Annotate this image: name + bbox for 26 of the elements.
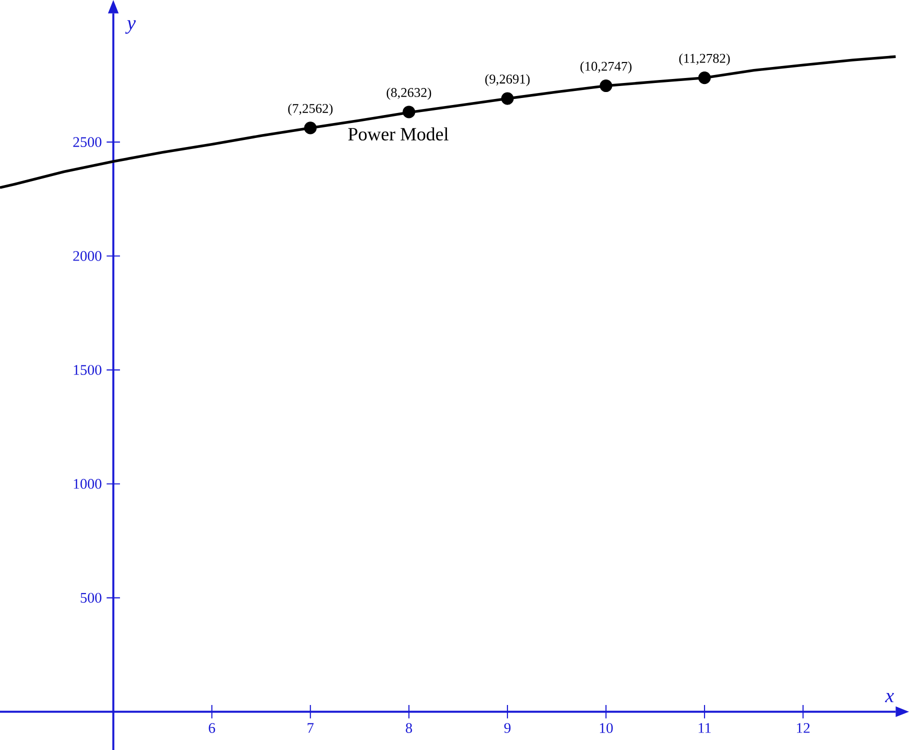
point: [600, 80, 612, 92]
line-series: [0, 55, 898, 189]
x-tick-label: 6: [208, 723, 216, 733]
x-tick-label: 11: [698, 723, 711, 733]
y-axis-title: y: [125, 20, 136, 34]
y-tick-label: 2500: [73, 137, 102, 148]
x-axis-title: x: [884, 692, 894, 702]
data-label: (10,2747): [580, 61, 632, 74]
y-tick-label: 2000: [73, 251, 102, 261]
x-tick-label: 12: [797, 723, 810, 733]
data-label: (9,2691): [485, 74, 530, 86]
y-tick-label: 500: [80, 592, 102, 603]
point: [501, 92, 514, 105]
data-label: (11,2782): [679, 53, 730, 66]
point: [698, 72, 711, 84]
point: [402, 106, 416, 118]
series-label: Power Model: [348, 127, 448, 141]
y-tick-label: 1500: [74, 364, 102, 375]
point: [304, 122, 317, 134]
x-tick-label: 8: [406, 723, 412, 733]
data-label: (8,2632): [386, 88, 432, 100]
y-tick-label: 1000: [74, 478, 102, 489]
data-label: (7,2562): [288, 104, 333, 116]
x-tick-label: 9: [504, 723, 511, 733]
x-tick-label: 7: [308, 723, 314, 733]
x-tick-label: 10: [600, 723, 613, 733]
